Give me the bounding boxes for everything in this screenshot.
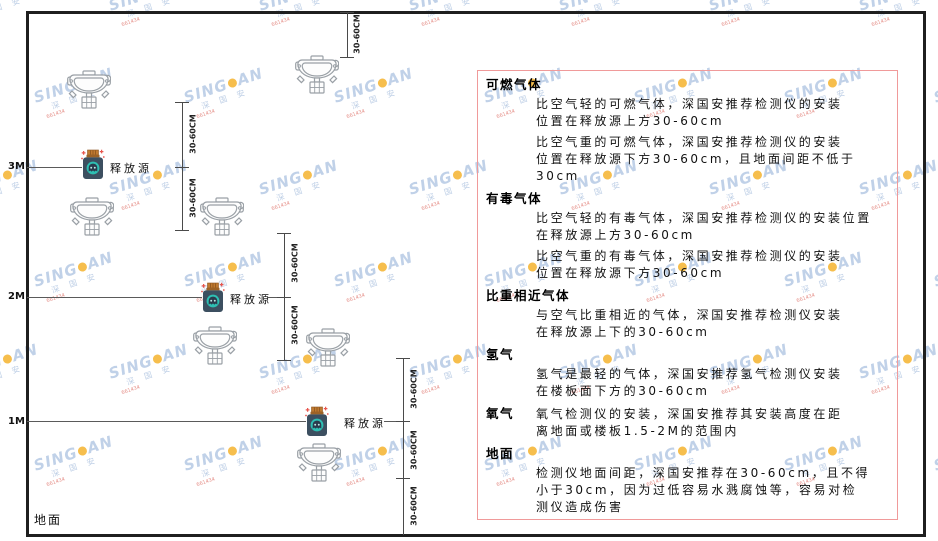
section-paragraph: 比空气重的可燃气体，深国安推荐检测仪的安装 位置在释放源下方30-60cm，且地… bbox=[536, 135, 856, 183]
gas-detector-icon bbox=[295, 55, 339, 95]
floor-line bbox=[26, 534, 926, 537]
section-heading-similar-density-gas: 比重相近气体 bbox=[486, 288, 571, 303]
section-heading-hydrogen: 氢气 bbox=[486, 347, 515, 362]
dim-tick bbox=[277, 297, 291, 298]
section-heading-toxic-gas: 有毒气体 bbox=[486, 191, 543, 206]
watermark-orange-dot bbox=[376, 261, 389, 273]
wall-left bbox=[26, 11, 29, 537]
level-line-2m bbox=[27, 297, 202, 298]
release-source-label: 释放源 bbox=[344, 417, 386, 430]
dim-line-ceiling bbox=[347, 12, 348, 57]
watermark-orange-dot bbox=[76, 445, 89, 457]
ground-label: 地面 bbox=[34, 513, 63, 527]
release-source-icon bbox=[81, 149, 105, 179]
dim-tick bbox=[396, 478, 410, 479]
watermark-orange-dot bbox=[76, 261, 89, 273]
watermark-orange-dot bbox=[151, 169, 164, 181]
watermark-orange-dot bbox=[1, 353, 14, 365]
connector-1m bbox=[384, 421, 403, 422]
height-label-3m: 3M bbox=[8, 161, 25, 172]
watermark-orange-dot bbox=[376, 445, 389, 457]
dim-line-2m bbox=[284, 233, 285, 360]
ceiling-line bbox=[26, 11, 926, 14]
dim-tick bbox=[175, 230, 189, 231]
connector-2m bbox=[268, 297, 284, 298]
section-oxygen: 氧气 氧气检测仪的安装，深国安推荐其安装高度在距 离地面或楼板1.5-2M的范围… bbox=[486, 406, 887, 440]
gas-detector-icon bbox=[200, 197, 244, 237]
dim-tick bbox=[396, 421, 410, 422]
release-source-icon bbox=[305, 406, 329, 436]
section-paragraph: 氧气检测仪的安装，深国安推荐其安装高度在距 离地面或楼板1.5-2M的范围内 bbox=[536, 407, 843, 438]
height-label-1m: 1M bbox=[8, 416, 25, 427]
dimension-label: 30-60CM bbox=[409, 369, 419, 409]
dim-tick bbox=[340, 12, 354, 13]
dim-line-3m bbox=[182, 102, 183, 230]
section-heading-oxygen: 氧气 bbox=[486, 406, 515, 421]
gas-detector-icon bbox=[70, 197, 114, 237]
dimension-label: 30-60CM bbox=[188, 178, 198, 218]
watermark-orange-dot bbox=[376, 77, 389, 89]
gas-detector-icon bbox=[67, 70, 111, 110]
section-paragraph: 比空气轻的可燃气体，深国安推荐检测仪的安装 位置在释放源上方30-60cm bbox=[536, 97, 843, 128]
section-heading-ground: 地面 bbox=[486, 446, 515, 461]
dimension-label: 30-60CM bbox=[290, 305, 300, 345]
gas-detector-icon bbox=[306, 328, 350, 368]
gas-detector-icon bbox=[297, 443, 341, 483]
dim-tick bbox=[277, 233, 291, 234]
installation-guide-panel: 可燃气体 比空气轻的可燃气体，深国安推荐检测仪的安装 位置在释放源上方30-60… bbox=[477, 70, 898, 520]
watermark-orange-dot bbox=[151, 353, 164, 365]
dim-tick bbox=[175, 102, 189, 103]
section-paragraph: 比空气重的有毒气体，深国安推荐检测仪的安装 位置在释放源下方30-60cm bbox=[536, 249, 843, 280]
watermark-orange-dot bbox=[901, 353, 914, 365]
watermark-orange-dot bbox=[901, 169, 914, 181]
level-line-3m bbox=[27, 167, 82, 168]
watermark-orange-dot bbox=[226, 261, 239, 273]
section-heading-combustible-gas: 可燃气体 bbox=[486, 77, 543, 92]
dim-tick bbox=[396, 358, 410, 359]
section-paragraph: 检测仪地面间距，深国安推荐在30-60cm，且不得 小于30cm，因为过低容易水… bbox=[536, 466, 871, 514]
dimension-label: 30-60CM bbox=[409, 430, 419, 470]
section-paragraph: 与空气比重相近的气体，深国安推荐检测仪安装 在释放源上下的30-60cm bbox=[536, 308, 843, 339]
watermark-orange-dot bbox=[226, 77, 239, 89]
dimension-label: 30-60CM bbox=[290, 243, 300, 283]
wall-right bbox=[923, 11, 926, 537]
dim-tick bbox=[340, 57, 354, 58]
watermark-orange-dot bbox=[451, 353, 464, 365]
dimension-label: 30-60CM bbox=[409, 486, 419, 526]
release-source-label: 释放源 bbox=[110, 162, 152, 175]
section-paragraph: 比空气轻的有毒气体，深国安推荐检测仪的安装位置 在释放源上方30-60cm bbox=[536, 211, 872, 242]
dimension-label: 30-60CM bbox=[352, 14, 362, 54]
dim-tick bbox=[277, 360, 291, 361]
release-source-label: 释放源 bbox=[230, 293, 272, 306]
section-paragraph: 氢气是最轻的气体，深国安推荐氢气检测仪安装 在楼板面下方的30-60cm bbox=[536, 367, 843, 398]
watermark-orange-dot bbox=[301, 169, 314, 181]
watermark-orange-dot bbox=[226, 445, 239, 457]
dim-line-1m bbox=[403, 358, 404, 535]
watermark-orange-dot bbox=[451, 169, 464, 181]
gas-detector-icon bbox=[193, 326, 237, 366]
level-line-1m bbox=[27, 421, 306, 422]
dimension-label: 30-60CM bbox=[188, 114, 198, 154]
height-label-2m: 2M bbox=[8, 291, 25, 302]
release-source-icon bbox=[201, 282, 225, 312]
dim-tick bbox=[175, 167, 189, 168]
